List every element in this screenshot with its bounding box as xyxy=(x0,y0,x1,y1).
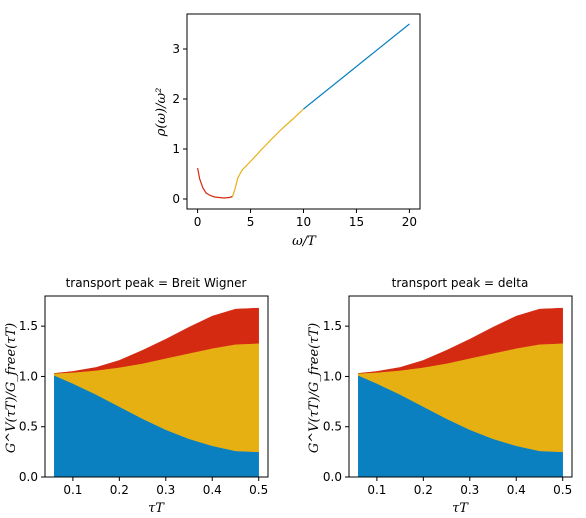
stacked-area-band xyxy=(54,307,259,374)
y-tick-label: 0.0 xyxy=(19,470,38,484)
stacked-area-band xyxy=(358,307,563,374)
x-tick-label: 0.5 xyxy=(553,483,572,497)
y-tick-label: 1 xyxy=(172,142,180,156)
y-tick-label: 0.0 xyxy=(323,470,342,484)
x-tick-label: 20 xyxy=(402,215,417,229)
y-tick-label: 1.5 xyxy=(19,319,38,333)
x-tick-label: 0.2 xyxy=(110,483,129,497)
spectral-function-chart: 0 5 10 15 20 0 1 2 3 ω/T ρ(ω)/ω² xyxy=(154,13,421,249)
chart-title: transport peak = delta xyxy=(392,276,529,290)
x-axis-label: τT xyxy=(452,501,469,516)
y-tick-label: 3 xyxy=(172,42,180,56)
x-tick-label: 0 xyxy=(194,215,202,229)
y-tick-label: 1.5 xyxy=(323,319,342,333)
chart-title: transport peak = Breit Wigner xyxy=(66,276,247,290)
plot-area: 0.1 0.2 0.3 0.4 0.5 0.0 0.5 1.0 1.5 xyxy=(19,295,269,497)
x-axis-label: τT xyxy=(148,501,165,516)
x-tick-label: 5 xyxy=(247,215,255,229)
x-tick-label: 10 xyxy=(296,215,311,229)
delta-correlator-chart: 0.1 0.2 0.3 0.4 0.5 0.0 0.5 1.0 1.5 transport pe… xyxy=(307,276,573,516)
x-tick-label: 0.5 xyxy=(249,483,268,497)
axes-frame xyxy=(348,295,573,478)
x-tick-label: 0.1 xyxy=(63,483,82,497)
x-tick-label: 0.3 xyxy=(460,483,479,497)
y-axis-label: G^V(τT)/G_free(τT) xyxy=(307,323,322,453)
series-line xyxy=(303,23,410,110)
axes-frame xyxy=(44,295,269,478)
y-tick-label: 1.0 xyxy=(323,369,342,383)
y-tick-label: 1.0 xyxy=(19,369,38,383)
y-tick-label: 0 xyxy=(172,192,180,206)
series-line xyxy=(231,108,304,197)
y-axis-label: G^V(τT)/G_free(τT) xyxy=(4,323,19,453)
x-tick-label: 15 xyxy=(349,215,364,229)
series-line xyxy=(197,167,233,199)
x-tick-label: 0.1 xyxy=(367,483,386,497)
plot-area: 0 5 10 15 20 0 1 2 3 xyxy=(172,13,421,229)
y-tick-label: 2 xyxy=(172,92,180,106)
x-tick-label: 0.4 xyxy=(203,483,222,497)
x-axis-label: ω/T xyxy=(292,234,317,249)
y-tick-label: 0.5 xyxy=(19,420,38,434)
x-tick-label: 0.2 xyxy=(414,483,433,497)
plot-area: 0.1 0.2 0.3 0.4 0.5 0.0 0.5 1.0 1.5 xyxy=(323,295,573,497)
breit-wigner-correlator-chart: 0.1 0.2 0.3 0.4 0.5 0.0 0.5 1.0 1.5 transport pe… xyxy=(4,276,269,516)
x-tick-label: 0.4 xyxy=(507,483,526,497)
x-tick-label: 0.3 xyxy=(156,483,175,497)
y-tick-label: 0.5 xyxy=(323,420,342,434)
y-axis-label: ρ(ω)/ω² xyxy=(154,88,169,138)
